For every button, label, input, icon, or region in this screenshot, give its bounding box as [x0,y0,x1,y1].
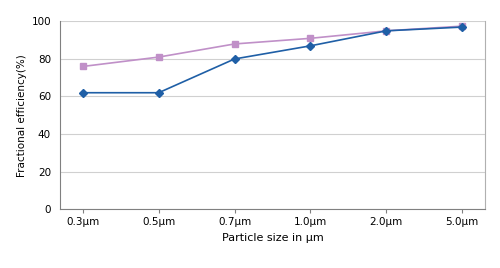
X-axis label: Particle size in μm: Particle size in μm [222,233,324,243]
Line: H10: H10 [80,23,465,69]
F7 [308,44,314,47]
Line: F7: F7 [80,24,465,95]
H10 [232,42,237,46]
F7 [459,25,465,29]
F7 [232,57,237,61]
F7 [80,91,86,94]
Y-axis label: Fractional efficiency(%): Fractional efficiency(%) [17,54,27,177]
F7 [156,91,162,94]
H10 [384,29,390,32]
H10 [459,25,465,28]
H10 [308,37,314,40]
F7 [384,29,390,32]
H10 [156,55,162,59]
H10 [80,65,86,68]
